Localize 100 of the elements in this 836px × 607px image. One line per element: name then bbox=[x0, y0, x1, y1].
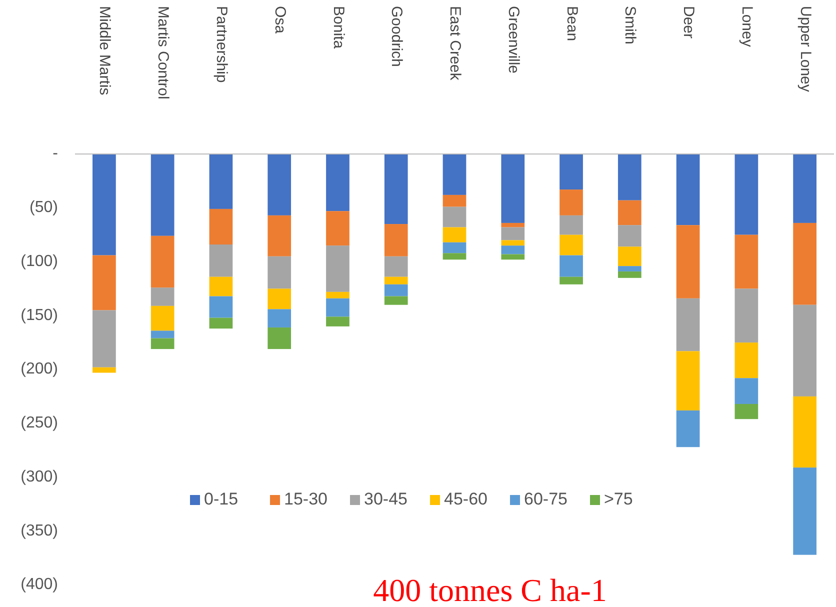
bar bbox=[560, 215, 583, 235]
bar bbox=[209, 318, 233, 329]
bar bbox=[268, 309, 292, 328]
y-tick-label: (100) bbox=[20, 252, 58, 270]
x-tick-label: Bonita bbox=[330, 6, 347, 50]
bar bbox=[501, 154, 525, 223]
x-tick-label: Loney bbox=[738, 6, 756, 48]
bar bbox=[676, 298, 700, 352]
bar bbox=[793, 468, 816, 555]
bar bbox=[326, 292, 350, 298]
bar bbox=[560, 190, 583, 216]
bar bbox=[734, 404, 758, 420]
bar bbox=[618, 266, 642, 272]
bar bbox=[209, 244, 233, 277]
bar bbox=[793, 154, 816, 223]
bar bbox=[676, 351, 700, 410]
legend-label: 60-75 bbox=[524, 489, 568, 508]
x-tick-label: East Creek bbox=[446, 6, 464, 81]
bar bbox=[268, 327, 292, 350]
bar bbox=[150, 288, 174, 306]
bar bbox=[501, 254, 525, 260]
bar bbox=[442, 206, 466, 228]
bar bbox=[734, 342, 758, 378]
legend-label: >75 bbox=[604, 489, 633, 508]
bar bbox=[384, 276, 408, 284]
x-tick-label: Upper Loney bbox=[796, 6, 814, 92]
bar bbox=[442, 242, 466, 254]
bar bbox=[560, 276, 583, 284]
legend-label: 45-60 bbox=[444, 489, 488, 508]
bar bbox=[268, 256, 292, 289]
x-tick-label: Bean bbox=[563, 6, 580, 42]
legend-label: 15-30 bbox=[284, 489, 328, 508]
x-tick-label: Deer bbox=[680, 6, 698, 39]
x-tick-label: Middle Martis bbox=[96, 6, 114, 96]
bar bbox=[326, 298, 350, 317]
bar bbox=[209, 296, 233, 318]
bar bbox=[734, 154, 758, 235]
bar bbox=[150, 338, 174, 350]
bar bbox=[92, 310, 116, 368]
x-tick-label: Goodrich bbox=[388, 6, 406, 67]
bar bbox=[209, 208, 233, 245]
y-tick-label: (50) bbox=[30, 199, 58, 216]
y-tick-label: (300) bbox=[20, 468, 58, 486]
bar bbox=[150, 236, 174, 288]
y-tick-label: (400) bbox=[20, 576, 58, 594]
bar bbox=[384, 154, 408, 224]
bar bbox=[793, 304, 816, 396]
legend-label: 30-45 bbox=[364, 489, 408, 508]
bar bbox=[92, 255, 116, 310]
x-tick-label: Greenville bbox=[504, 6, 522, 74]
bar bbox=[384, 284, 408, 296]
bar bbox=[560, 154, 583, 190]
bar bbox=[501, 227, 525, 240]
bar bbox=[618, 246, 642, 266]
bar bbox=[618, 154, 642, 200]
bar bbox=[560, 234, 583, 256]
bar bbox=[676, 154, 700, 226]
bar bbox=[501, 222, 525, 228]
bar bbox=[793, 396, 816, 468]
y-tick-label: (200) bbox=[20, 360, 58, 378]
bar bbox=[326, 246, 350, 292]
bar bbox=[268, 154, 292, 216]
bar bbox=[618, 225, 642, 247]
bar bbox=[734, 288, 758, 343]
bar bbox=[734, 234, 758, 289]
bar bbox=[618, 271, 642, 278]
bar bbox=[793, 222, 816, 305]
y-tick-label: - bbox=[52, 145, 58, 162]
y-tick-label: (250) bbox=[20, 414, 58, 432]
bar bbox=[268, 215, 292, 256]
legend-label: 0-15 bbox=[204, 489, 238, 508]
bar bbox=[92, 154, 116, 256]
bar bbox=[384, 296, 408, 305]
x-tick-label: Partnership bbox=[212, 6, 230, 83]
x-tick-label: Smith bbox=[622, 6, 639, 44]
bar bbox=[734, 378, 758, 404]
bar bbox=[501, 246, 525, 254]
bar bbox=[326, 211, 350, 246]
bar bbox=[560, 255, 583, 277]
bar bbox=[150, 154, 174, 236]
bar bbox=[150, 330, 174, 338]
bar bbox=[676, 410, 700, 448]
y-tick-label: (350) bbox=[20, 522, 58, 540]
bar bbox=[268, 288, 292, 310]
x-tick-label: Osa bbox=[271, 6, 288, 34]
bar bbox=[384, 256, 408, 277]
bar bbox=[326, 316, 350, 326]
bar bbox=[442, 154, 466, 195]
bar bbox=[618, 200, 642, 226]
bar bbox=[384, 224, 408, 256]
bar bbox=[209, 154, 233, 209]
bar bbox=[501, 240, 525, 246]
bar bbox=[442, 194, 466, 207]
bar bbox=[326, 154, 350, 212]
bar bbox=[209, 276, 233, 296]
bar bbox=[150, 306, 174, 331]
bar bbox=[442, 253, 466, 260]
y-tick-label: (150) bbox=[20, 306, 58, 324]
bar bbox=[676, 225, 700, 298]
bar bbox=[442, 227, 466, 242]
